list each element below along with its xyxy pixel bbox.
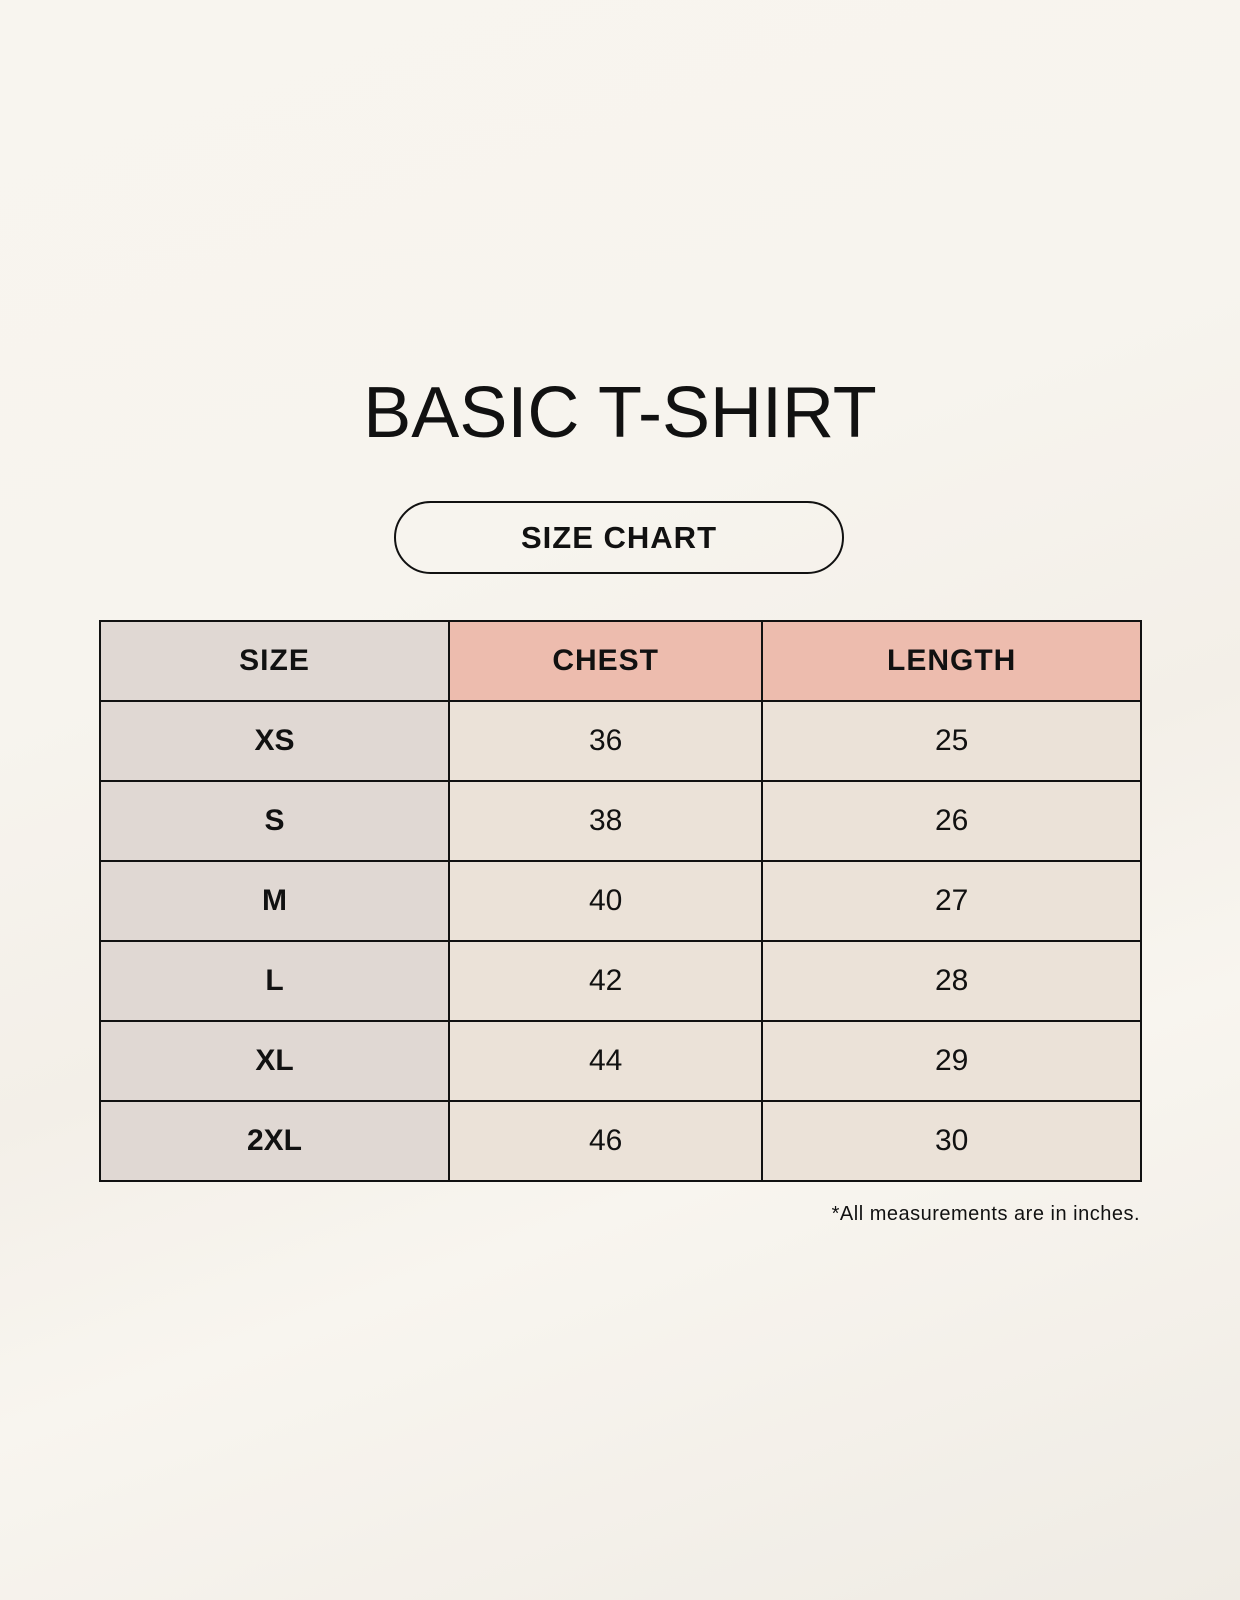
table-header-row: SIZE CHEST LENGTH <box>99 620 1142 702</box>
table-row: XL 44 29 <box>99 1020 1142 1102</box>
cell-length: 26 <box>761 780 1142 862</box>
cell-chest: 38 <box>447 780 764 862</box>
cell-chest: 36 <box>447 700 764 782</box>
cell-chest: 46 <box>447 1100 764 1182</box>
size-table: SIZE CHEST LENGTH XS 36 25 S 38 26 M 40 27 L 42 28 X… <box>99 620 1142 1182</box>
table-row: S 38 26 <box>99 780 1142 862</box>
cell-size: M <box>99 860 450 942</box>
size-chart-label: SIZE CHART <box>394 501 844 574</box>
cell-length: 27 <box>761 860 1142 942</box>
cell-size: XS <box>99 700 450 782</box>
table-row: 2XL 46 30 <box>99 1100 1142 1182</box>
cell-chest: 40 <box>447 860 764 942</box>
table-row: XS 36 25 <box>99 700 1142 782</box>
cell-size: 2XL <box>99 1100 450 1182</box>
cell-size: L <box>99 940 450 1022</box>
header-length: LENGTH <box>761 620 1142 702</box>
cell-length: 30 <box>761 1100 1142 1182</box>
footnote: *All measurements are in inches. <box>831 1203 1140 1225</box>
table-row: L 42 28 <box>99 940 1142 1022</box>
cell-length: 25 <box>761 700 1142 782</box>
cell-size: S <box>99 780 450 862</box>
cell-length: 28 <box>761 940 1142 1022</box>
cell-chest: 44 <box>447 1020 764 1102</box>
header-size: SIZE <box>99 620 450 702</box>
page-title: BASIC T-SHIRT <box>363 373 877 453</box>
cell-chest: 42 <box>447 940 764 1022</box>
cell-length: 29 <box>761 1020 1142 1102</box>
header-chest: CHEST <box>447 620 764 702</box>
cell-size: XL <box>99 1020 450 1102</box>
table-row: M 40 27 <box>99 860 1142 942</box>
